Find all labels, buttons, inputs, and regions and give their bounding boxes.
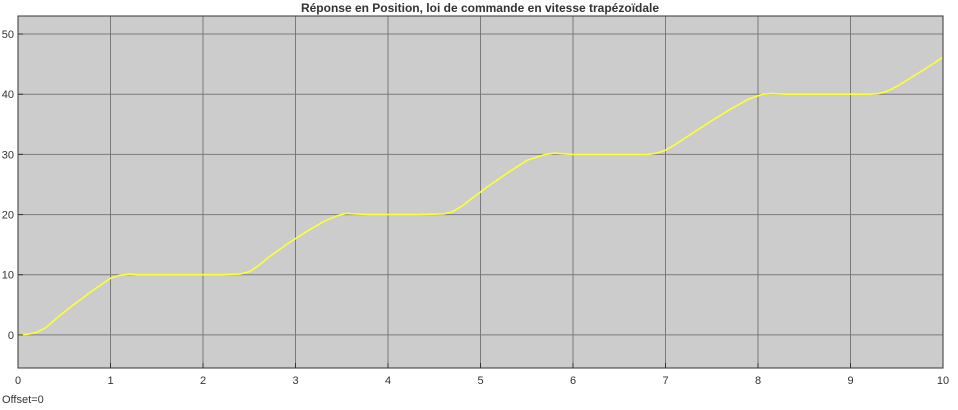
y-tick-label: 50 bbox=[2, 29, 14, 41]
x-tick-label: 0 bbox=[15, 375, 21, 387]
x-tick-label: 9 bbox=[847, 375, 853, 387]
series-layer bbox=[17, 56, 944, 336]
x-tick-label: 6 bbox=[570, 375, 576, 387]
x-tick-label: 8 bbox=[755, 375, 761, 387]
x-tick-label: 4 bbox=[385, 375, 391, 387]
x-tick-label: 7 bbox=[662, 375, 668, 387]
y-tick-label: 0 bbox=[8, 330, 14, 342]
tick-labels: 0 1 2 3 4 5 6 7 8 9 10 0 10 20 30 40 50 bbox=[2, 29, 949, 387]
x-tick-label: 5 bbox=[477, 375, 483, 387]
chart-title: Réponse en Position, loi de commande en … bbox=[301, 1, 659, 15]
y-tick-label: 30 bbox=[2, 149, 14, 161]
y-tick-label: 40 bbox=[2, 89, 14, 101]
y-tick-label: 20 bbox=[2, 210, 14, 222]
x-tick-label: 2 bbox=[200, 375, 206, 387]
x-tick-label: 10 bbox=[937, 375, 949, 387]
x-tick-label: 3 bbox=[292, 375, 298, 387]
grid-lines bbox=[18, 16, 943, 368]
position-series-line bbox=[17, 56, 944, 336]
y-tick-label: 10 bbox=[2, 270, 14, 282]
x-tick-label: 1 bbox=[107, 375, 113, 387]
offset-label: Offset=0 bbox=[2, 394, 44, 406]
